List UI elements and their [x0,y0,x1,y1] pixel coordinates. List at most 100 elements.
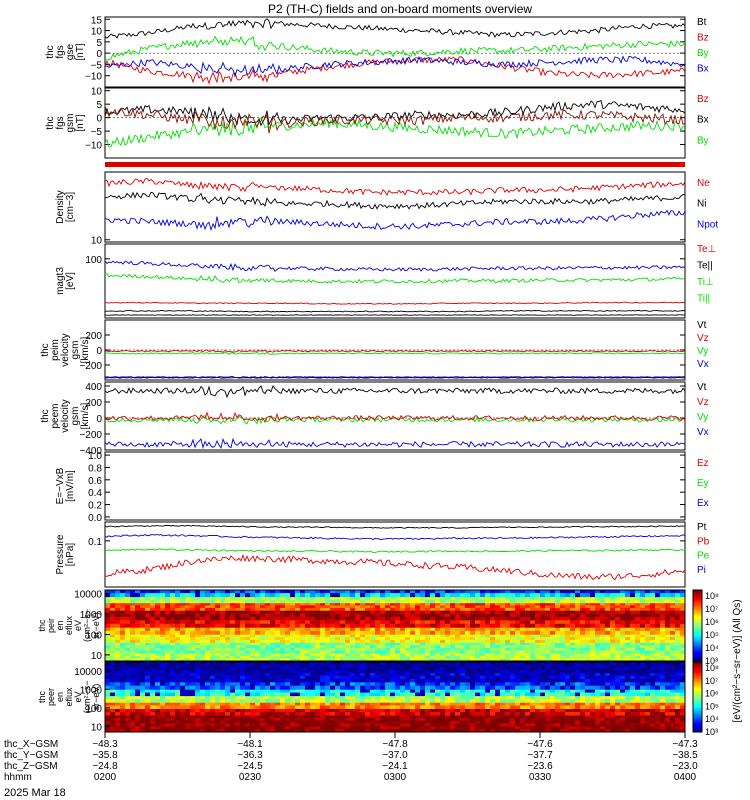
spectrogram-cell [160,723,166,727]
spectrogram-cell [420,642,426,646]
spectrogram-cell [330,682,336,686]
spectrogram-cell [305,639,311,643]
spectrogram-cell [320,620,326,625]
spectrogram-cell [230,590,236,594]
spectrogram-cell [450,658,456,662]
spectrogram-cell [355,596,361,601]
spectrogram-cell [160,627,166,632]
spectrogram-cell [530,634,536,638]
spectrogram-cell [115,702,121,706]
spectrogram-cell [340,623,346,628]
spectrogram-cell [180,655,186,659]
spectrogram-cell [280,695,286,700]
spectrogram-cell [515,645,521,649]
spectrogram-cell [205,634,211,638]
spectrogram-cell [550,637,556,641]
spectrogram-cell [425,602,431,606]
spectrogram-cell [600,637,606,641]
spectrogram-cell [495,647,501,651]
spectrogram-cell [575,723,581,727]
spectrogram-cell [460,639,466,643]
spectrogram-cell [605,596,611,601]
spectrogram-cell [385,627,391,632]
spectrogram-cell [350,655,356,659]
spectrogram-cell [635,599,641,604]
spectrogram-cell [245,682,251,686]
spectrogram-cell [295,642,301,646]
spectrogram-cell [215,658,221,662]
spectrogram-cell [275,658,281,662]
spectrogram-cell [665,592,671,598]
legend-Pb: Pb [697,536,710,547]
spectrogram-cell [300,720,306,724]
spectrogram-cell [280,610,286,614]
spectrogram-cell [510,682,516,686]
spectrogram-cell [470,712,476,716]
spectrogram-cell [235,708,241,713]
spectrogram-cell [190,599,196,604]
spectrogram-cell [600,715,606,719]
spectrogram-cell [355,590,361,594]
spectrogram-cell [355,729,361,733]
spectrogram-cell [575,637,581,641]
spectrogram-cell [285,602,291,606]
spectrogram-cell [180,658,186,662]
spectrogram-cell [435,708,441,713]
spectrogram-cell [630,685,636,690]
spectrogram-cell [190,637,196,641]
spectrogram-cell [680,655,686,659]
spectrogram-cell [155,602,161,606]
spectrogram-cell [290,639,296,643]
spectrogram-cell [645,672,651,676]
spectrogram-cell [390,596,396,601]
legend-By: By [697,48,709,59]
spectrogram-cell [220,602,226,606]
spectrogram-cell [405,718,411,722]
spectrogram-cell [460,685,466,690]
spectrogram-cell [465,692,471,697]
spectrogram-cell [395,645,401,649]
spectrogram-cell [625,605,631,609]
spectrogram-cell [545,655,551,659]
spectrogram-cell [140,658,146,662]
spectrogram-cell [295,607,301,611]
spectrogram-cell [490,616,496,621]
spectrogram-cell [230,655,236,659]
spectrogram-cell [115,650,121,654]
spectrogram-cell [260,685,266,690]
spectrogram-cell [625,692,631,697]
spectrogram-cell [105,623,111,628]
spectrogram-cell [160,610,166,614]
spectrogram-cell [505,645,511,649]
spectrogram-cell [270,592,276,598]
spectrogram-cell [355,620,361,625]
spectrogram-cell [115,599,121,604]
spectrogram-cell [625,616,631,621]
spectrogram-cell [250,702,256,706]
spectrogram-cell [105,596,111,601]
spectrogram-cell [620,630,626,635]
spectrogram-cell [360,692,366,697]
spectrogram-cell [345,639,351,643]
spectrogram-cell [270,718,276,722]
spectrogram-cell [405,647,411,651]
spectrogram-cell [385,723,391,727]
spectrogram-cell [310,689,316,693]
spectrogram-cell [270,590,276,594]
spectrogram-cell [480,647,486,651]
spectrogram-cell [205,616,211,621]
spectrogram-cell [590,692,596,697]
spectrogram-cell [340,723,346,727]
spectrogram-cell [335,705,341,709]
spectrogram-cell [265,642,271,646]
spectrogram-cell [565,699,571,703]
spectrogram-cell [440,692,446,697]
spectrogram-cell [585,712,591,716]
spectrogram-cell [575,718,581,722]
spectrogram-cell [190,616,196,621]
spectrogram-cell [555,705,561,709]
spectrogram-cell [250,607,256,611]
spectrogram-cell [460,634,466,638]
spectrogram-cell [120,639,126,643]
spectrogram-cell [360,620,366,625]
